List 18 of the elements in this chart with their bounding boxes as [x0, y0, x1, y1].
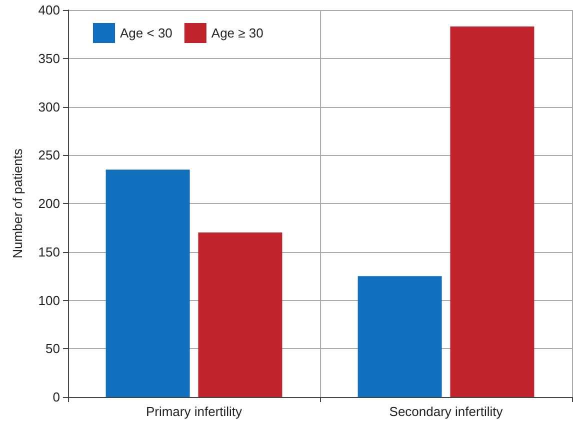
- x-tick-label: Primary infertility: [146, 404, 243, 419]
- y-tick-label: 150: [38, 244, 60, 260]
- bar: [358, 276, 442, 397]
- y-tick-label: 300: [38, 99, 60, 114]
- bar: [106, 170, 190, 397]
- legend-label: Age < 30: [120, 26, 172, 40]
- y-tick-label: 400: [38, 2, 60, 18]
- y-tick-label: 100: [38, 292, 60, 308]
- bar: [198, 232, 282, 397]
- legend-label: Age ≥ 30: [211, 26, 264, 40]
- x-tick-label: Secondary infertility: [389, 404, 504, 419]
- y-tick-label: 250: [38, 148, 60, 163]
- y-axis-title: Number of patients: [10, 148, 25, 258]
- y-tick-label: 350: [38, 50, 60, 66]
- y-tick-label: 200: [38, 196, 60, 211]
- bar: [450, 26, 534, 397]
- y-tick-label: 50: [46, 341, 60, 356]
- y-tick-label: 0: [52, 390, 60, 404]
